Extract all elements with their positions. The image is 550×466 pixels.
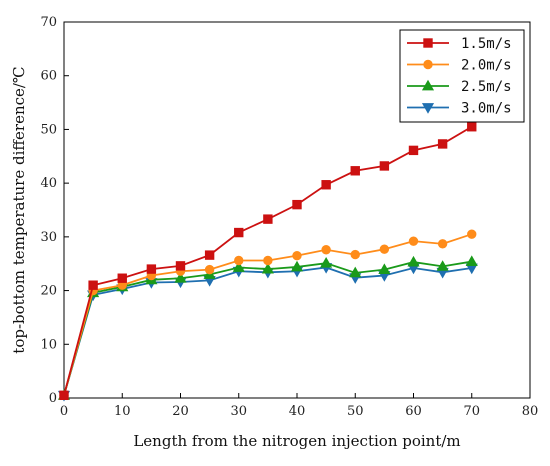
axis-ticks: 0 10 20 30 40 50 60 70 80 0 10 20 30 40 50 60 70: [40, 15, 538, 419]
y-tick-label: 20: [40, 284, 57, 299]
x-tick-label: 40: [289, 404, 306, 419]
x-tick-label: 60: [405, 404, 422, 419]
data-point: [437, 139, 448, 149]
data-point: [379, 161, 390, 171]
y-axis-label: top-bottom temperature difference/℃: [10, 66, 28, 353]
y-tick-label: 40: [40, 176, 57, 191]
legend-item: 1.5m/s: [407, 36, 512, 52]
legend-marker: [421, 103, 435, 114]
data-point: [146, 264, 157, 274]
data-point: [408, 145, 419, 156]
data-point: [261, 262, 274, 274]
data-point: [175, 261, 186, 271]
y-tick-label: 0: [49, 391, 57, 406]
legend-label: 3.0m/s: [461, 101, 512, 117]
data-point: [350, 249, 360, 260]
legend-item: 2.0m/s: [407, 58, 512, 74]
data-point: [378, 263, 391, 275]
y-tick-label: 30: [40, 230, 57, 245]
data-point: [350, 166, 360, 176]
data-point: [234, 227, 244, 238]
data-point: [436, 260, 449, 271]
legend-item: 3.0m/s: [407, 101, 512, 117]
data-point: [117, 273, 127, 283]
y-tick-label: 60: [40, 69, 57, 84]
data-point: [174, 272, 187, 283]
legend-item: 2.5m/s: [407, 79, 512, 95]
legend-marker: [423, 59, 433, 70]
series-layer: [57, 122, 478, 402]
data-point: [292, 199, 302, 210]
x-axis-label: Length from the nitrogen injection point…: [133, 432, 460, 450]
legend-marker: [423, 38, 433, 48]
data-point: [320, 256, 333, 268]
data-point: [204, 264, 215, 275]
data-point: [234, 255, 244, 266]
data-point: [263, 255, 273, 266]
x-tick-label: 70: [463, 404, 480, 419]
x-tick-label: 10: [114, 404, 131, 419]
legend-marker: [421, 79, 435, 91]
x-tick-label: 30: [230, 404, 247, 419]
data-point: [467, 122, 477, 132]
legend-label: 2.0m/s: [461, 58, 512, 74]
data-point: [88, 280, 98, 290]
data-point: [59, 390, 69, 401]
data-point: [349, 266, 362, 278]
x-tick-label: 50: [347, 404, 364, 419]
data-point: [321, 245, 331, 255]
x-tick-label: 0: [60, 404, 68, 419]
data-point: [408, 236, 419, 246]
data-point: [290, 260, 304, 272]
legend: 1.5m/s 2.0m/s 2.5m/s 3.0m/s: [399, 29, 525, 123]
data-point: [232, 261, 245, 272]
data-point: [465, 255, 478, 266]
y-tick-label: 70: [40, 15, 57, 30]
data-point: [379, 244, 390, 254]
data-point: [437, 239, 448, 249]
y-tick-label: 50: [40, 122, 57, 137]
data-point: [321, 180, 331, 190]
data-point: [292, 250, 302, 261]
x-tick-label: 80: [522, 404, 539, 419]
legend-label: 2.5m/s: [461, 79, 512, 95]
legend-label: 1.5m/s: [461, 36, 512, 52]
series-1.5m/s: [59, 122, 477, 401]
y-tick-label: 10: [40, 337, 57, 352]
x-tick-label: 20: [172, 404, 189, 419]
series-2.0m/s: [59, 229, 477, 401]
data-point: [467, 229, 477, 239]
data-point: [204, 250, 215, 260]
data-point: [407, 255, 420, 267]
data-point: [263, 214, 273, 224]
